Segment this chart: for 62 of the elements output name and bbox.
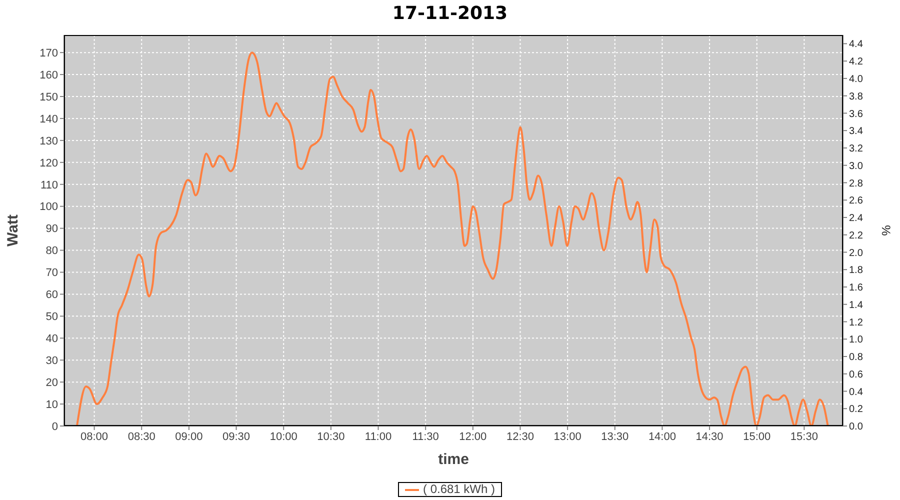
y2-tick-label: 0.0 bbox=[849, 422, 864, 433]
y-tick-label: 120 bbox=[40, 157, 58, 170]
x-tick-label: 13:00 bbox=[554, 430, 582, 443]
y2-tick-label: 4.0 bbox=[849, 74, 864, 85]
legend-label: ( 0.681 kWh ) bbox=[422, 482, 496, 496]
y-tick-label: 20 bbox=[46, 376, 58, 389]
y-tick-label: 140 bbox=[40, 113, 58, 126]
y-tick-label: 150 bbox=[40, 91, 58, 104]
y2-tick-label: 4.4 bbox=[849, 39, 864, 50]
x-tick-label: 14:00 bbox=[648, 430, 676, 443]
y2-tick-label: 3.8 bbox=[849, 91, 864, 102]
y2-tick-label: 2.2 bbox=[849, 230, 864, 242]
y2-tick-label: 1.6 bbox=[849, 282, 864, 294]
chart-title: 17-11-2013 bbox=[391, 3, 509, 24]
y-tick-label: 90 bbox=[46, 223, 58, 236]
y-tick-label: 50 bbox=[46, 311, 58, 324]
y-tick-label: 30 bbox=[46, 355, 58, 368]
y2-axis-title: % bbox=[878, 225, 893, 236]
x-tick-label: 14:30 bbox=[696, 430, 724, 443]
y-axis-title: Watt bbox=[4, 214, 22, 246]
y2-tick-label: 2.0 bbox=[849, 248, 864, 259]
x-tick-label: 09:30 bbox=[222, 430, 250, 443]
y-tick-label: 70 bbox=[46, 267, 58, 280]
x-tick-label: 10:00 bbox=[270, 430, 298, 443]
y2-tick-label: 0.6 bbox=[849, 369, 864, 380]
y-tick-label: 160 bbox=[40, 69, 58, 82]
x-tick-label: 09:00 bbox=[175, 430, 203, 443]
x-tick-label: 11:00 bbox=[364, 430, 392, 443]
y-tick-label: 40 bbox=[46, 333, 58, 346]
y2-tick-label: 3.0 bbox=[849, 160, 864, 172]
y-tick-label: 0 bbox=[52, 420, 58, 433]
y2-tick-label: 1.2 bbox=[849, 317, 864, 328]
y-tick-label: 80 bbox=[46, 245, 58, 258]
y2-tick-label: 0.2 bbox=[849, 404, 864, 416]
y-tick-label: 110 bbox=[40, 179, 58, 192]
x-tick-label: 15:00 bbox=[743, 430, 771, 443]
y2-tick-label: 2.6 bbox=[849, 196, 864, 207]
x-tick-label: 10:30 bbox=[317, 430, 345, 443]
x-tick-label: 13:30 bbox=[601, 430, 629, 443]
y2-tick-label: 3.2 bbox=[849, 144, 864, 155]
x-tick-label: 08:30 bbox=[128, 430, 156, 443]
y2-tick-label: 0.8 bbox=[849, 352, 864, 364]
y-tick-label: 130 bbox=[40, 135, 58, 148]
x-tick-label: 08:00 bbox=[80, 430, 108, 443]
y2-tick-label: 1.8 bbox=[849, 265, 864, 276]
y2-tick-label: 3.4 bbox=[849, 126, 864, 138]
y-tick-label: 60 bbox=[46, 289, 58, 302]
y-tick-label: 170 bbox=[40, 47, 58, 60]
y2-tick-label: 0.4 bbox=[849, 386, 864, 398]
y2-tick-label: 2.4 bbox=[849, 213, 864, 224]
y-tick-label: 100 bbox=[40, 201, 58, 214]
y2-tick-label: 1.0 bbox=[849, 334, 864, 346]
y2-tick-label: 4.2 bbox=[849, 56, 864, 68]
x-tick-label: 12:00 bbox=[459, 430, 487, 443]
x-tick-label: 11:30 bbox=[412, 430, 439, 443]
y2-tick-label: 1.4 bbox=[849, 300, 864, 311]
x-axis-title: time bbox=[438, 451, 469, 468]
y2-tick-label: 2.8 bbox=[849, 178, 864, 190]
y2-tick-label: 3.6 bbox=[849, 108, 864, 120]
x-tick-label: 12:30 bbox=[506, 430, 534, 443]
y-tick-label: 10 bbox=[46, 398, 58, 411]
x-tick-label: 15:30 bbox=[790, 430, 818, 443]
